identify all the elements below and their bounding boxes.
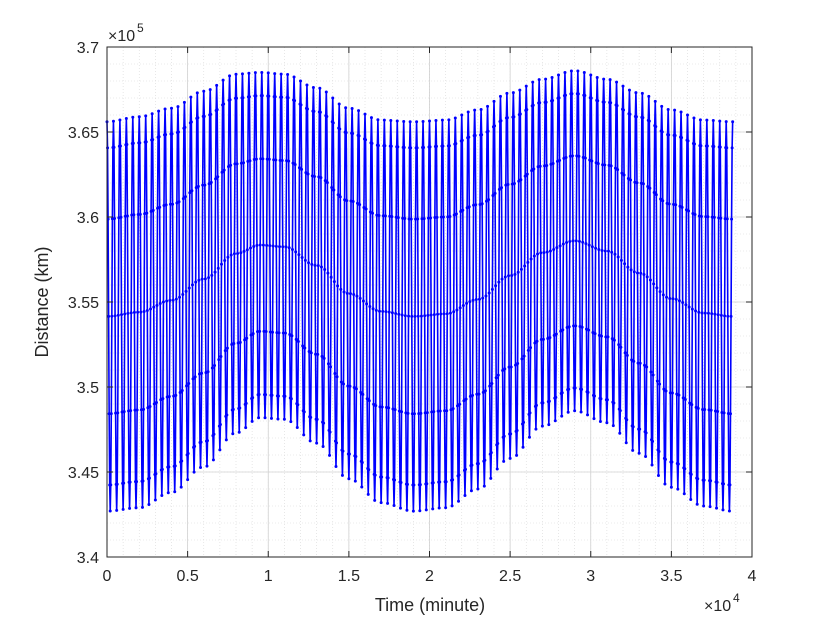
x-exponent: ×10 4 — [704, 591, 740, 615]
y-tick-label: 3.45 — [68, 465, 99, 482]
data-series-group — [105, 69, 735, 513]
y-exponent-power: 5 — [137, 21, 144, 35]
x-tick-label: 2 — [425, 568, 434, 585]
x-axis-label: Time (minute) — [375, 595, 485, 615]
x-tick-label: 1.5 — [338, 568, 360, 585]
y-axis-ticks: 3.4 3.45 3.5 3.55 3.6 3.65 3.7 — [68, 40, 752, 567]
x-tick-label: 2.5 — [499, 568, 521, 585]
x-tick-label: 3.5 — [660, 568, 682, 585]
y-tick-label: 3.5 — [77, 380, 99, 397]
x-exponent-power: 4 — [733, 591, 740, 605]
x-axis-ticks: 0 0.5 1 1.5 2 2.5 3 3.5 4 — [103, 47, 757, 585]
x-tick-label: 0 — [103, 568, 112, 585]
x-tick-label: 0.5 — [177, 568, 199, 585]
y-tick-label: 3.7 — [77, 40, 99, 57]
x-tick-label: 1 — [264, 568, 273, 585]
y-exponent-base: ×10 — [108, 28, 135, 45]
x-tick-label: 4 — [748, 568, 757, 585]
x-tick-label: 3 — [586, 568, 595, 585]
x-exponent-base: ×10 — [704, 598, 731, 615]
y-tick-label: 3.65 — [68, 125, 99, 142]
y-tick-label: 3.55 — [68, 295, 99, 312]
y-axis-label: Distance (km) — [32, 246, 52, 357]
y-tick-label: 3.6 — [77, 210, 99, 227]
y-exponent: ×10 5 — [108, 21, 144, 45]
y-tick-label: 3.4 — [77, 550, 99, 567]
